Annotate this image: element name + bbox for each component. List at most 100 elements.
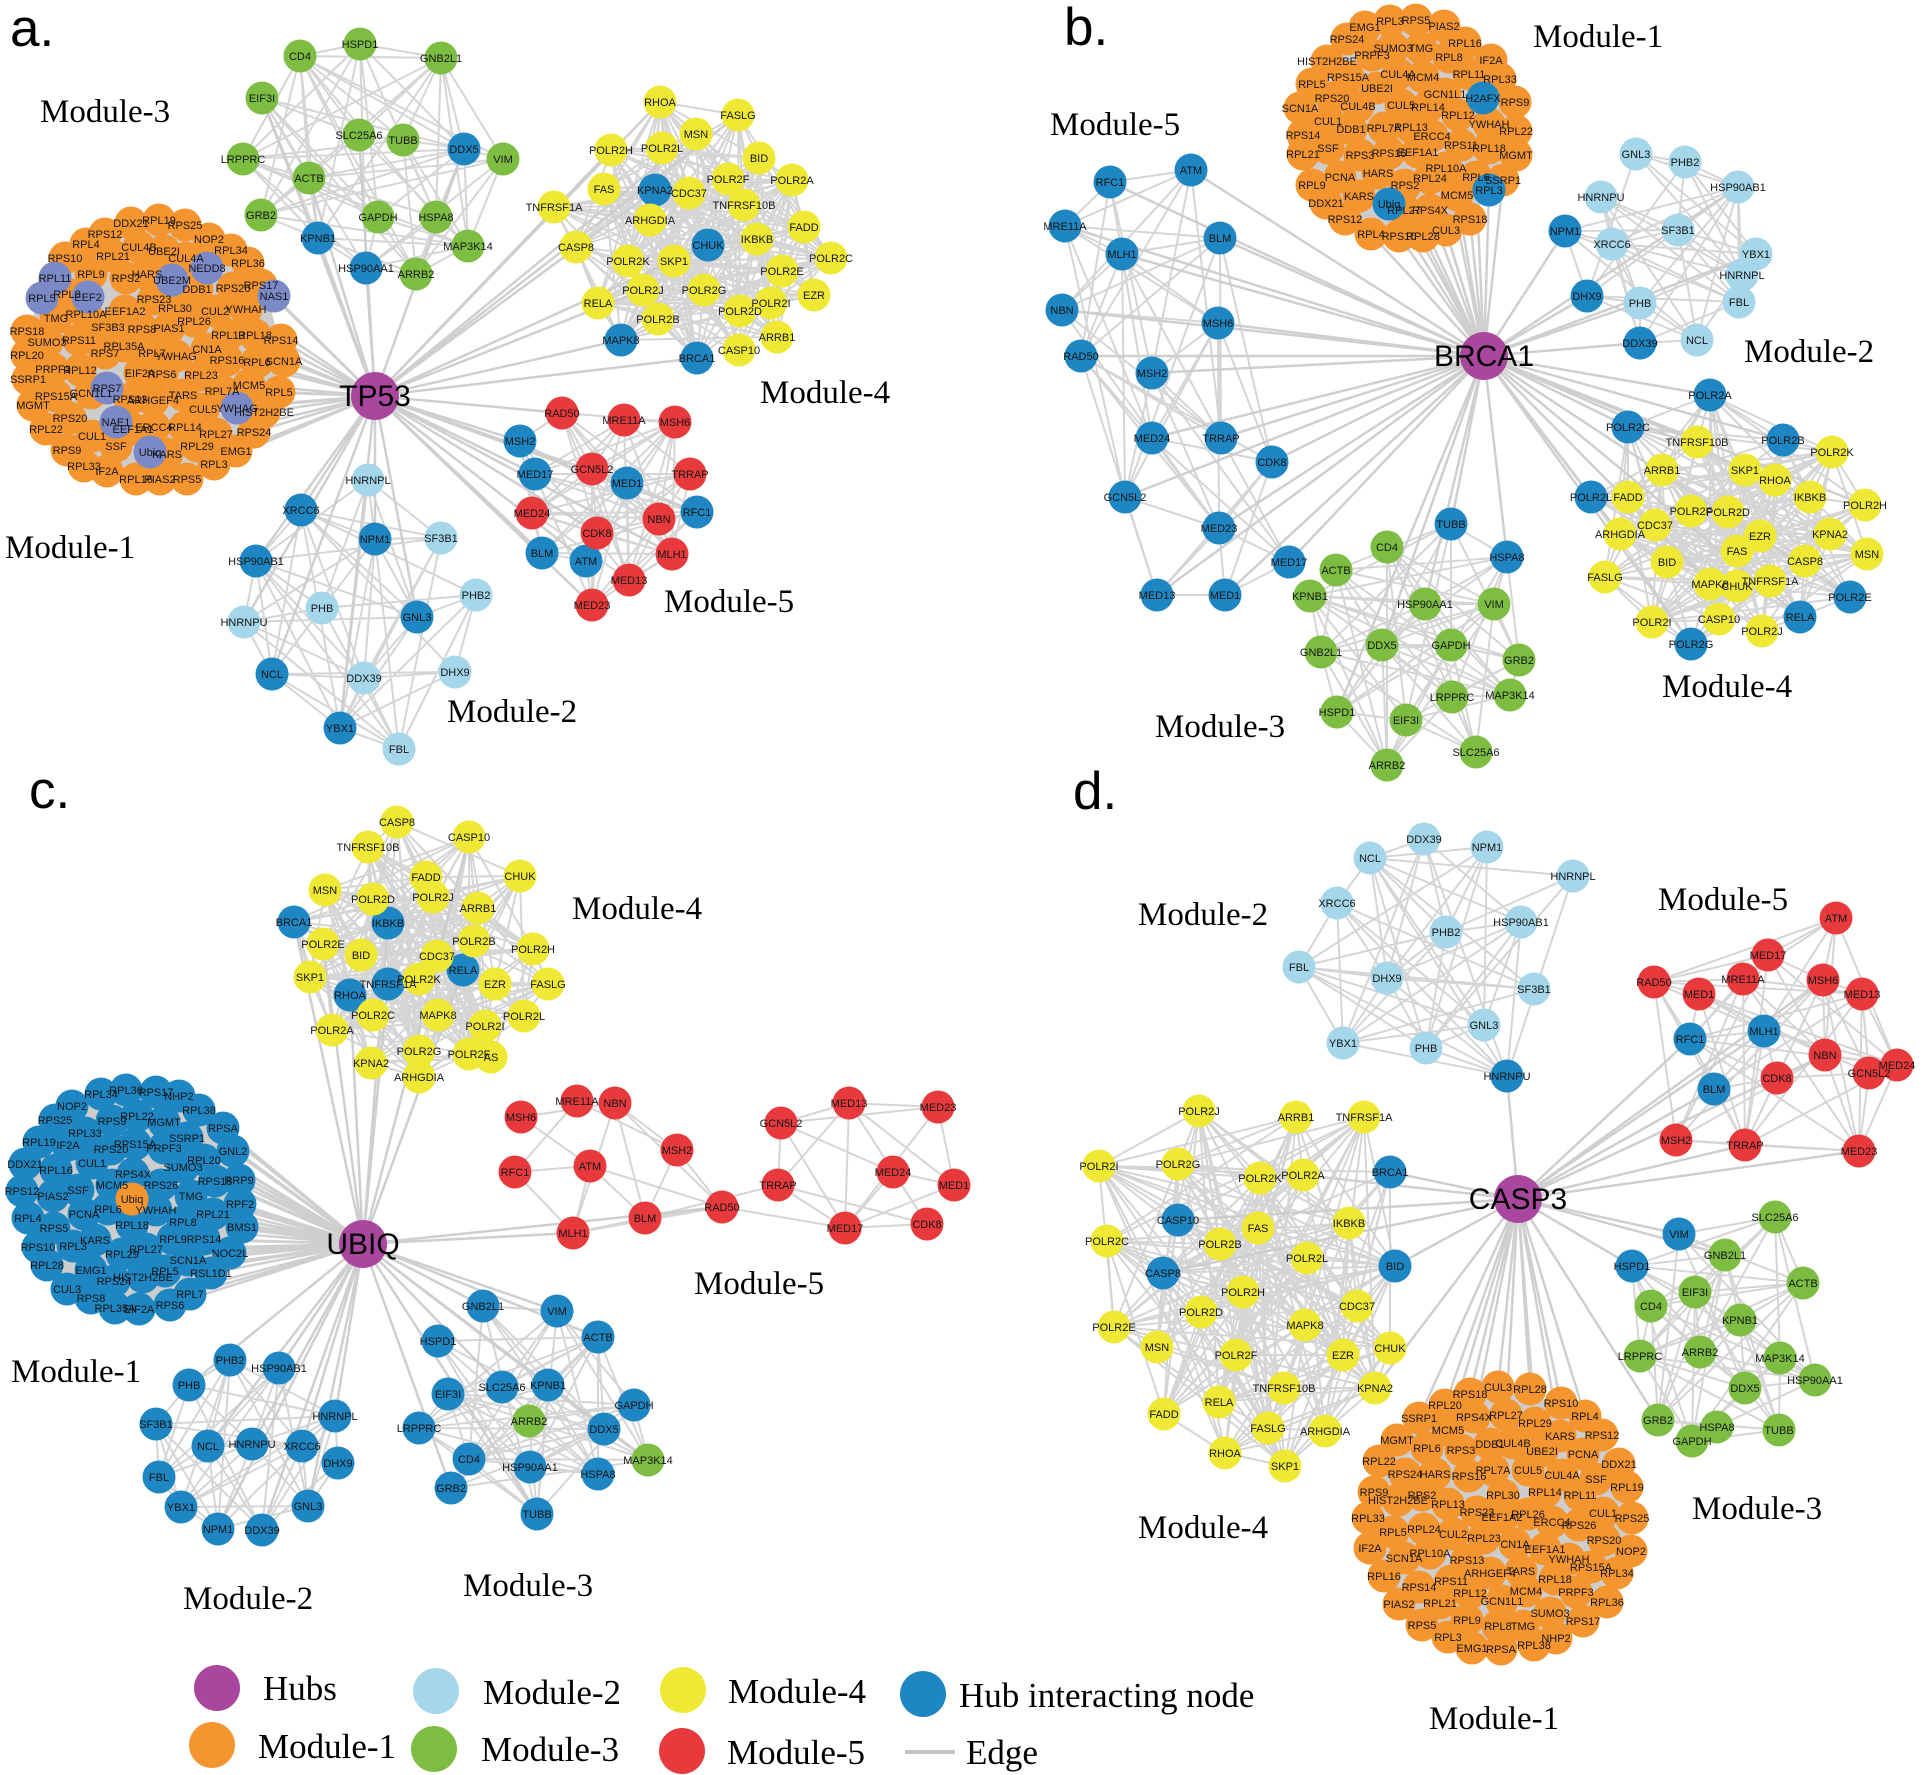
svg-text:RPS13: RPS13 bbox=[113, 394, 148, 406]
svg-text:DDX39: DDX39 bbox=[244, 1525, 279, 1537]
svg-text:MED23: MED23 bbox=[1841, 1146, 1878, 1158]
svg-text:RPL9: RPL9 bbox=[1453, 1615, 1481, 1627]
svg-text:YWHAG: YWHAG bbox=[216, 403, 258, 415]
svg-text:YWHAH: YWHAH bbox=[136, 1205, 177, 1217]
svg-text:RPL18: RPL18 bbox=[1538, 1574, 1572, 1586]
svg-text:YBX1: YBX1 bbox=[1329, 1038, 1357, 1050]
svg-text:RPL6: RPL6 bbox=[1462, 172, 1490, 184]
svg-text:POLR2G: POLR2G bbox=[397, 1046, 442, 1058]
svg-text:EZR: EZR bbox=[1749, 531, 1771, 543]
svg-text:RPS24: RPS24 bbox=[1330, 34, 1365, 46]
svg-text:RPS25: RPS25 bbox=[38, 1115, 73, 1127]
svg-text:RPL7: RPL7 bbox=[138, 348, 166, 360]
svg-text:RPS18: RPS18 bbox=[1453, 1389, 1488, 1401]
svg-text:RPL5: RPL5 bbox=[1379, 1527, 1407, 1539]
svg-text:EIF2A: EIF2A bbox=[124, 1304, 155, 1316]
svg-text:LRPPRC: LRPPRC bbox=[397, 1423, 442, 1435]
svg-text:TNFRSF10B: TNFRSF10B bbox=[1253, 1383, 1316, 1395]
svg-text:RPL21: RPL21 bbox=[96, 251, 130, 263]
svg-text:ACTB: ACTB bbox=[1321, 565, 1350, 577]
svg-text:KARS: KARS bbox=[1545, 1431, 1575, 1443]
svg-text:ARHGDIA: ARHGDIA bbox=[1595, 529, 1646, 541]
svg-text:RPS2: RPS2 bbox=[1408, 1490, 1437, 1502]
svg-text:CASP10: CASP10 bbox=[448, 832, 490, 844]
svg-text:RPS5: RPS5 bbox=[1402, 15, 1431, 27]
svg-text:POLR2A: POLR2A bbox=[310, 1025, 354, 1037]
svg-text:NBN: NBN bbox=[1050, 305, 1073, 317]
svg-text:RPS17: RPS17 bbox=[244, 280, 279, 292]
svg-text:RPS18: RPS18 bbox=[198, 1176, 233, 1188]
svg-text:RPSA: RPSA bbox=[208, 1123, 239, 1135]
svg-text:CUL5: CUL5 bbox=[1514, 1465, 1542, 1477]
svg-text:RELA: RELA bbox=[1205, 1397, 1234, 1409]
svg-text:CUL3: CUL3 bbox=[53, 1284, 81, 1296]
svg-text:NPM1: NPM1 bbox=[203, 1524, 234, 1536]
svg-text:RPL3: RPL3 bbox=[59, 1241, 87, 1253]
svg-text:MED23: MED23 bbox=[574, 600, 611, 612]
svg-text:Ubiq: Ubiq bbox=[139, 447, 162, 459]
svg-text:GCN5L2: GCN5L2 bbox=[1104, 492, 1147, 504]
svg-text:CHUK: CHUK bbox=[692, 240, 724, 252]
svg-text:RPS9: RPS9 bbox=[98, 1116, 127, 1128]
svg-text:HNRNPL: HNRNPL bbox=[345, 475, 390, 487]
svg-text:KPNB1: KPNB1 bbox=[530, 1380, 566, 1392]
svg-text:RPS8: RPS8 bbox=[77, 1293, 106, 1305]
svg-text:RPS9: RPS9 bbox=[53, 445, 82, 457]
svg-text:TNFRSF10B: TNFRSF10B bbox=[713, 200, 776, 212]
svg-text:POLR2F: POLR2F bbox=[1215, 1350, 1258, 1362]
svg-text:CD4: CD4 bbox=[458, 1454, 480, 1466]
svg-text:SCN1A: SCN1A bbox=[266, 356, 303, 368]
svg-text:RPL3: RPL3 bbox=[1475, 185, 1503, 197]
svg-text:PRPF3: PRPF3 bbox=[1354, 50, 1389, 62]
svg-text:FBL: FBL bbox=[1289, 962, 1309, 974]
svg-text:RPSA: RPSA bbox=[1486, 1644, 1517, 1656]
svg-text:RPL18: RPL18 bbox=[115, 1220, 149, 1232]
svg-text:RPS17: RPS17 bbox=[139, 1087, 174, 1099]
svg-text:ATM: ATM bbox=[1825, 913, 1847, 925]
svg-text:RPL33: RPL33 bbox=[67, 461, 101, 473]
svg-text:HIST2H2BE: HIST2H2BE bbox=[113, 1272, 173, 1284]
svg-text:ARHGDIA: ARHGDIA bbox=[625, 215, 676, 227]
svg-text:SUMO3: SUMO3 bbox=[163, 1162, 202, 1174]
svg-text:SUMO3: SUMO3 bbox=[27, 337, 66, 349]
svg-text:RPL16: RPL16 bbox=[119, 474, 153, 486]
svg-text:POLR2H: POLR2H bbox=[1221, 1287, 1265, 1299]
svg-text:RPL18: RPL18 bbox=[238, 330, 272, 342]
svg-text:TNFRSF10B: TNFRSF10B bbox=[1666, 437, 1729, 449]
svg-text:SSF: SSF bbox=[67, 1185, 89, 1197]
svg-text:RPS25: RPS25 bbox=[1615, 1513, 1650, 1525]
svg-text:CUL2: CUL2 bbox=[201, 306, 229, 318]
svg-text:FASLG: FASLG bbox=[1250, 1423, 1285, 1435]
svg-text:RPS16: RPS16 bbox=[1372, 148, 1407, 160]
svg-text:RPS15A: RPS15A bbox=[1327, 72, 1370, 84]
svg-text:RPS18: RPS18 bbox=[1453, 214, 1488, 226]
svg-text:RPL29: RPL29 bbox=[105, 1249, 139, 1261]
svg-text:HIST2H2BE: HIST2H2BE bbox=[234, 407, 294, 419]
svg-text:b.: b. bbox=[1064, 0, 1108, 57]
svg-text:GNL2: GNL2 bbox=[219, 1146, 248, 1158]
svg-text:RPL19: RPL19 bbox=[1610, 1482, 1644, 1494]
svg-text:RPS4X: RPS4X bbox=[1412, 205, 1449, 217]
svg-text:MED1: MED1 bbox=[939, 1180, 970, 1192]
svg-text:RPL5: RPL5 bbox=[1298, 79, 1326, 91]
svg-text:HSP90AB1: HSP90AB1 bbox=[251, 1363, 307, 1375]
svg-text:HSP90AB1: HSP90AB1 bbox=[228, 556, 284, 568]
svg-text:MGMT: MGMT bbox=[147, 1117, 181, 1129]
svg-text:RPL21: RPL21 bbox=[196, 1209, 230, 1221]
svg-text:CUL3: CUL3 bbox=[1484, 1382, 1512, 1394]
svg-text:MCM5: MCM5 bbox=[233, 380, 265, 392]
svg-text:GCN1L1: GCN1L1 bbox=[1424, 89, 1467, 101]
svg-text:EIF3I: EIF3I bbox=[435, 1389, 461, 1401]
svg-text:DDB1: DDB1 bbox=[182, 284, 211, 296]
svg-text:GRB2: GRB2 bbox=[1504, 655, 1534, 667]
svg-text:HNRNPL: HNRNPL bbox=[1550, 871, 1595, 883]
svg-text:TMG: TMG bbox=[44, 313, 68, 325]
svg-text:ACTB: ACTB bbox=[1788, 1278, 1817, 1290]
svg-text:CDC37: CDC37 bbox=[1339, 1301, 1375, 1313]
svg-text:RRP9: RRP9 bbox=[224, 1175, 253, 1187]
svg-text:RPS2: RPS2 bbox=[112, 273, 141, 285]
svg-text:TUBB: TUBB bbox=[388, 135, 417, 147]
svg-text:HARS: HARS bbox=[132, 269, 163, 281]
svg-text:TRRAP: TRRAP bbox=[1202, 433, 1239, 445]
svg-text:IF2A: IF2A bbox=[1358, 1543, 1382, 1555]
